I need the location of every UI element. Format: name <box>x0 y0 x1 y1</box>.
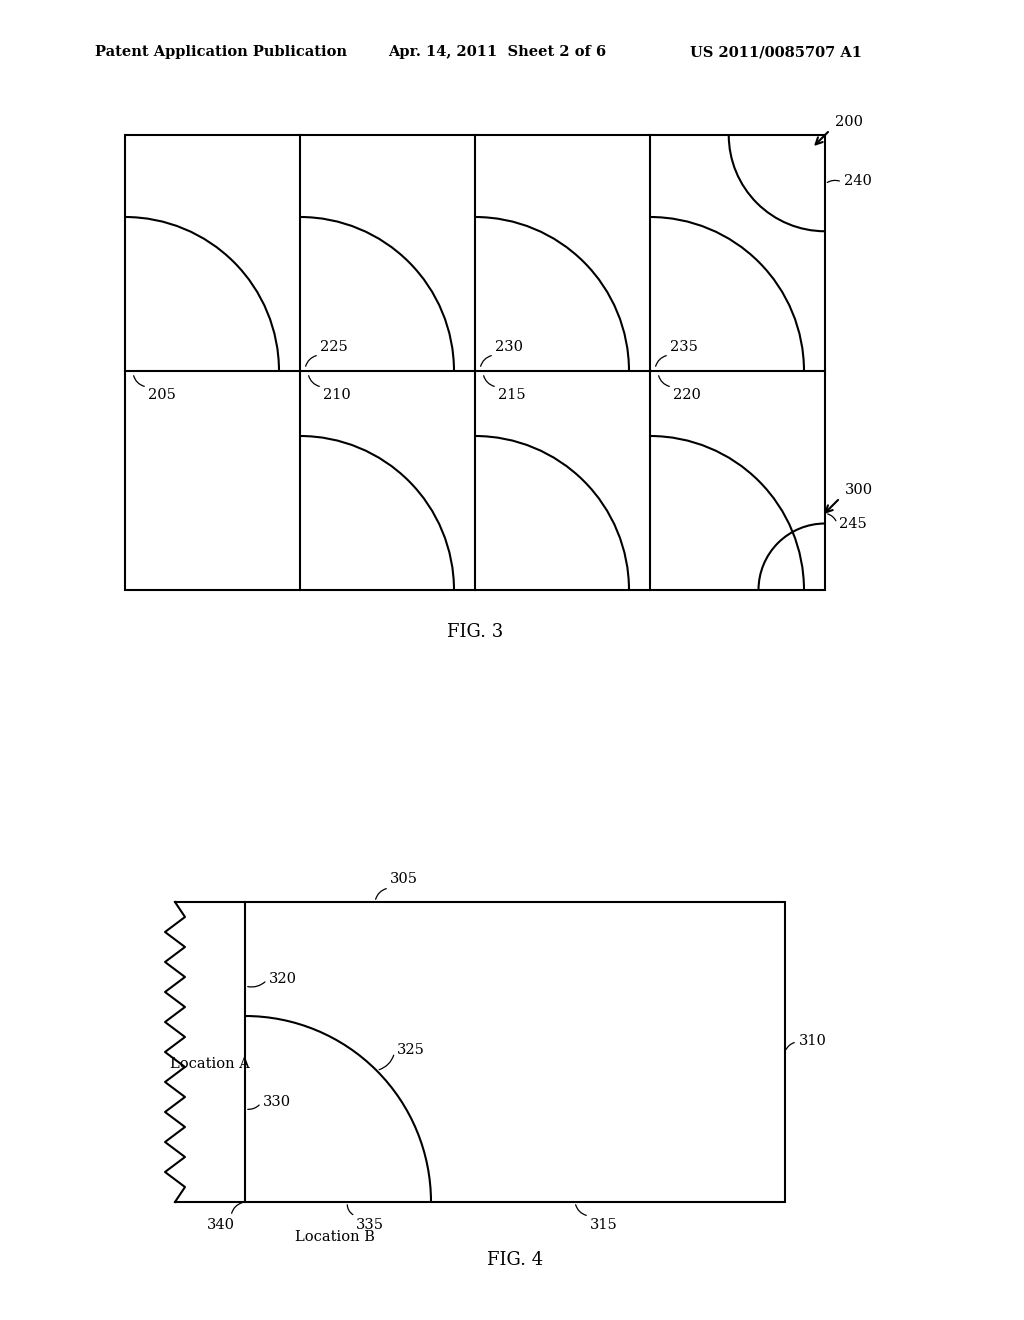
Bar <box>245 902 785 1203</box>
Text: 340: 340 <box>207 1218 234 1232</box>
Text: 325: 325 <box>396 1044 424 1057</box>
Text: 240: 240 <box>844 174 871 187</box>
Text: 305: 305 <box>390 873 418 886</box>
Text: 200: 200 <box>835 115 863 129</box>
Text: 300: 300 <box>845 483 873 498</box>
Bar <box>125 135 825 590</box>
Text: 210: 210 <box>323 388 351 403</box>
Text: FIG. 4: FIG. 4 <box>487 1251 543 1269</box>
Text: 310: 310 <box>799 1034 826 1048</box>
Text: US 2011/0085707 A1: US 2011/0085707 A1 <box>690 45 862 59</box>
Text: 335: 335 <box>356 1218 384 1232</box>
Text: 330: 330 <box>263 1096 291 1109</box>
Text: 205: 205 <box>148 388 176 403</box>
Text: 235: 235 <box>670 341 698 354</box>
Text: 315: 315 <box>590 1218 617 1232</box>
Text: Location A: Location A <box>170 1057 250 1071</box>
Text: Location B: Location B <box>295 1230 375 1243</box>
Text: 230: 230 <box>495 341 523 354</box>
Text: 320: 320 <box>269 972 297 986</box>
Text: Patent Application Publication: Patent Application Publication <box>95 45 347 59</box>
Text: 220: 220 <box>673 388 700 403</box>
Text: 225: 225 <box>319 341 348 354</box>
Text: 215: 215 <box>498 388 525 403</box>
Text: 245: 245 <box>839 517 866 532</box>
Text: FIG. 3: FIG. 3 <box>446 623 503 642</box>
Text: Apr. 14, 2011  Sheet 2 of 6: Apr. 14, 2011 Sheet 2 of 6 <box>388 45 606 59</box>
